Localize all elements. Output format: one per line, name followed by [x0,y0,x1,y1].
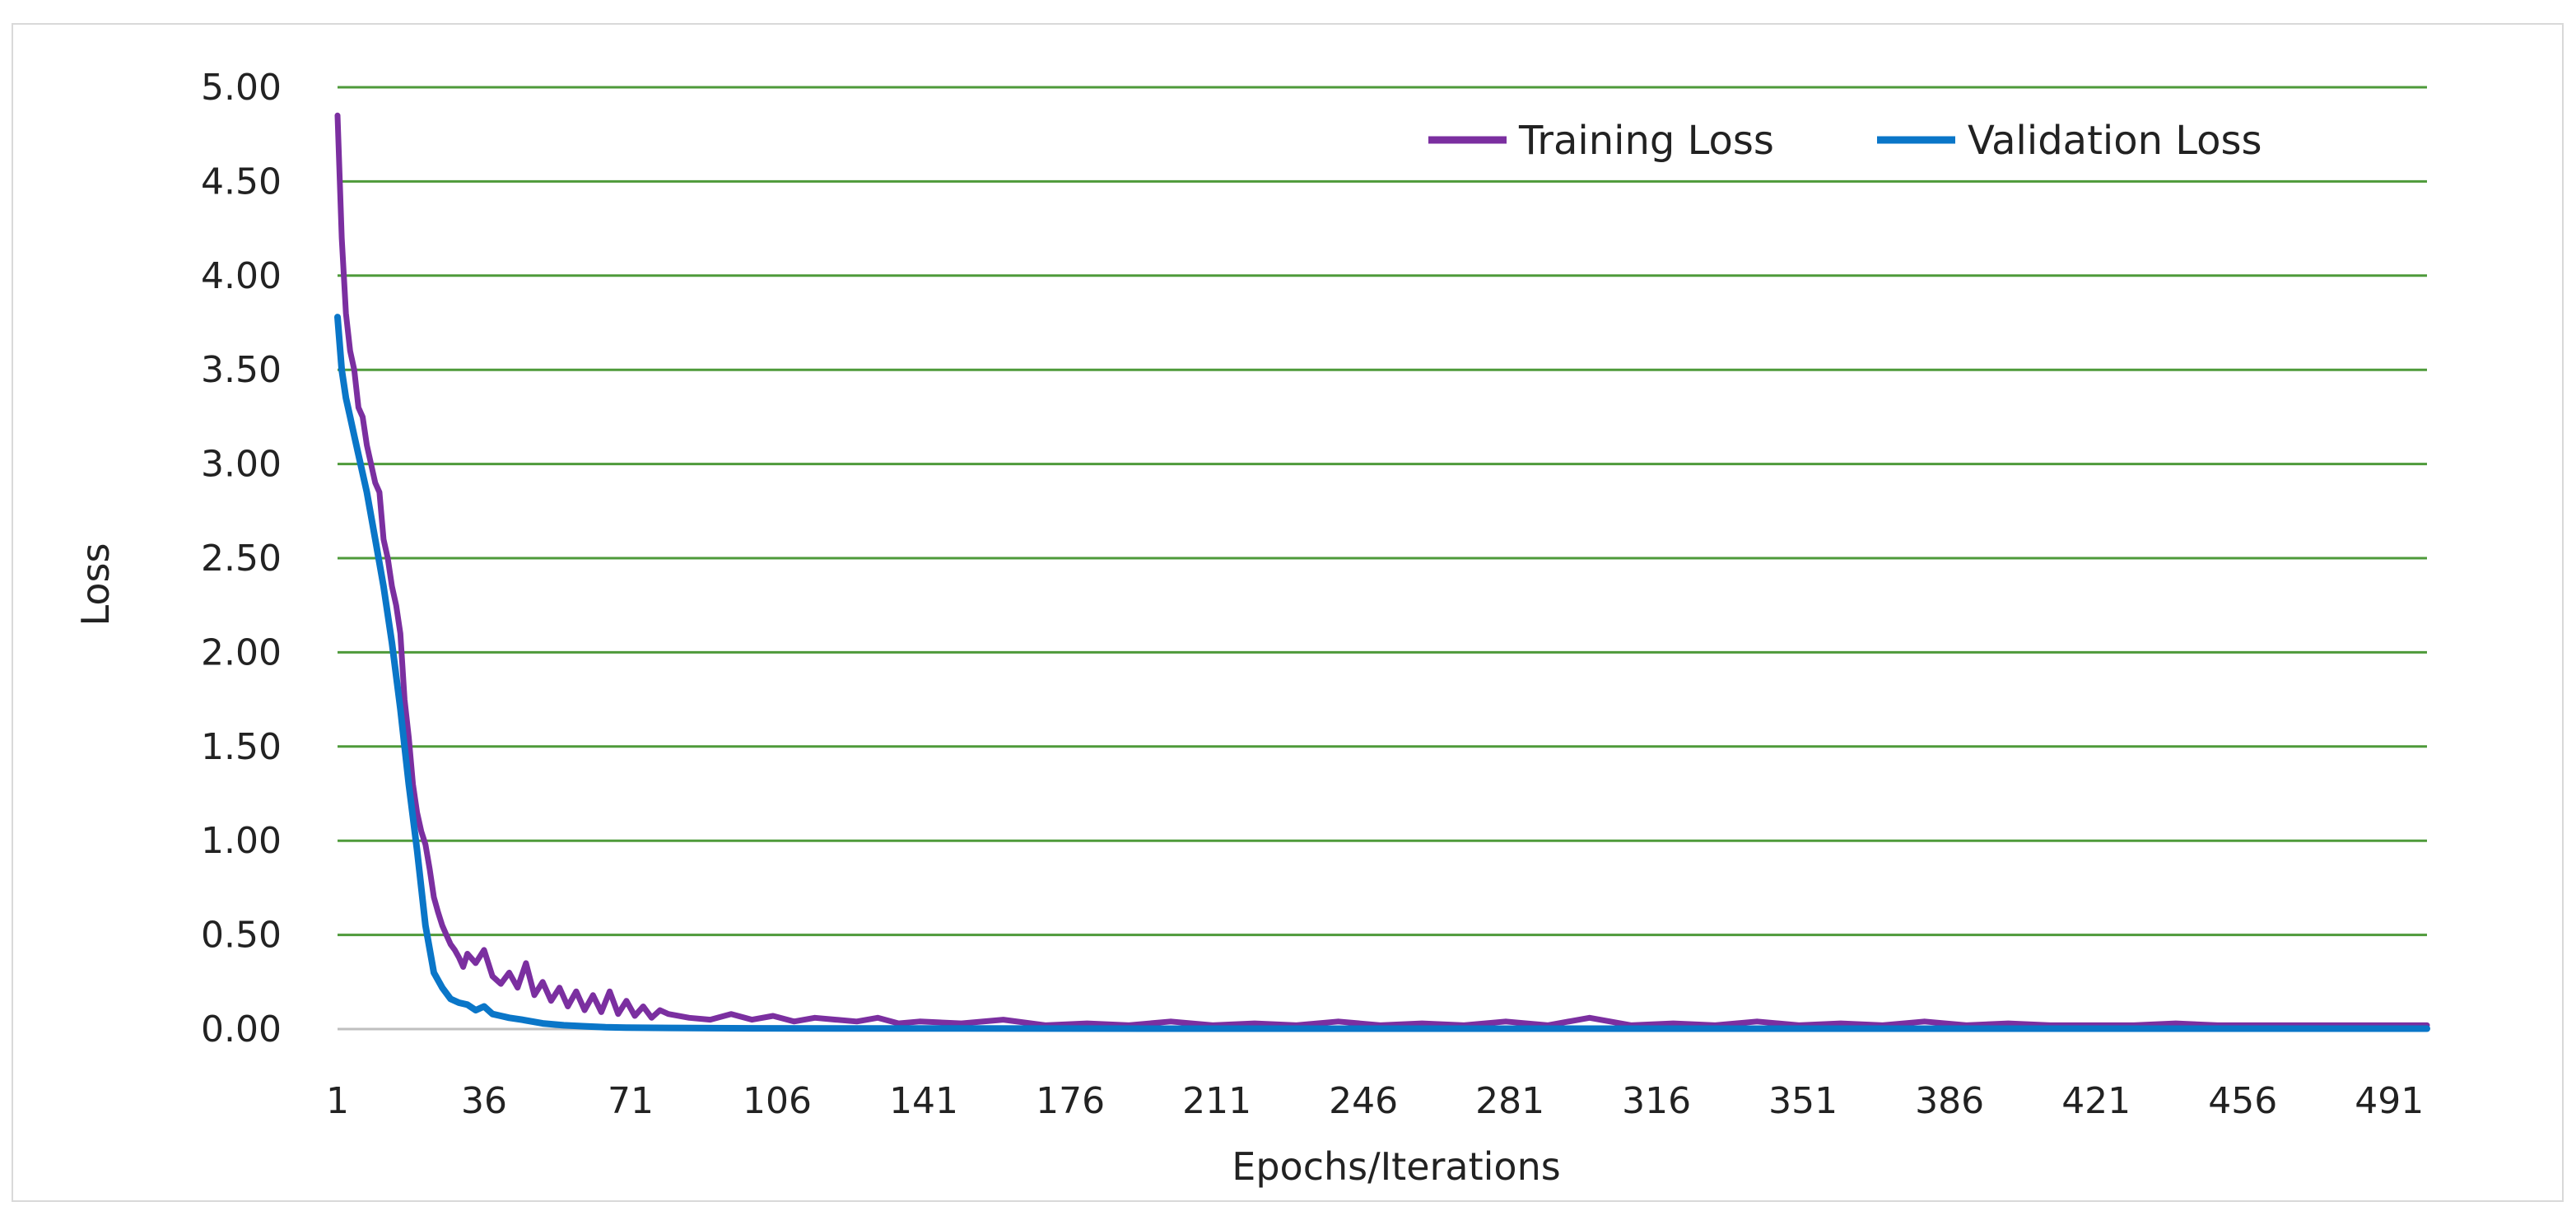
x-tick-label: 1 [326,1080,349,1122]
x-tick-label: 316 [1622,1080,1691,1122]
y-tick-label: 3.50 [201,349,282,391]
y-tick-label: 0.50 [201,915,282,957]
y-tick-label: 4.00 [201,255,282,297]
y-axis: 0.00 0.50 1.00 1.50 2.00 2.50 3.00 3.50 4.00 4.50… [201,67,282,1050]
x-tick-label: 71 [608,1080,654,1122]
x-tick-label: 491 [2355,1080,2424,1122]
training-loss-line [334,112,2430,1028]
x-tick-label: 211 [1182,1080,1251,1122]
x-tick-label: 246 [1329,1080,1398,1122]
y-axis-title: Loss [73,543,118,626]
x-tick-label: 456 [2208,1080,2277,1122]
validation-loss-line [334,314,2430,1032]
x-tick-label: 106 [743,1080,812,1122]
x-axis-title: Epochs/Iterations [1232,1144,1560,1189]
x-tick-label: 281 [1475,1080,1544,1122]
y-tick-label: 0.00 [201,1008,282,1050]
y-tick-label: 1.00 [201,820,282,862]
chart-frame [12,23,2564,1202]
x-tick-label: 36 [461,1080,507,1122]
series-lines [334,112,2430,1032]
y-tick-label: 3.00 [201,444,282,486]
legend-label-validation-loss: Validation Loss [1968,118,2262,164]
x-tick-label: 351 [1768,1080,1838,1122]
x-tick-label: 386 [1915,1080,1984,1122]
y-tick-label: 2.50 [201,538,282,580]
y-tick-label: 2.00 [201,631,282,673]
y-tick-label: 5.00 [201,67,282,109]
y-tick-label: 4.50 [201,161,282,203]
x-tick-label: 176 [1036,1080,1105,1122]
x-tick-label: 421 [2061,1080,2131,1122]
gridlines [338,86,2427,937]
legend: Training Loss Validation Loss [1428,118,2262,164]
x-axis: 1 36 71 106 141 176 211 246 281 316 351 386 421 456 49… [326,1027,2427,1122]
x-tick-label: 141 [889,1080,958,1122]
legend-label-training-loss: Training Loss [1518,118,1774,164]
y-tick-label: 1.50 [201,726,282,768]
